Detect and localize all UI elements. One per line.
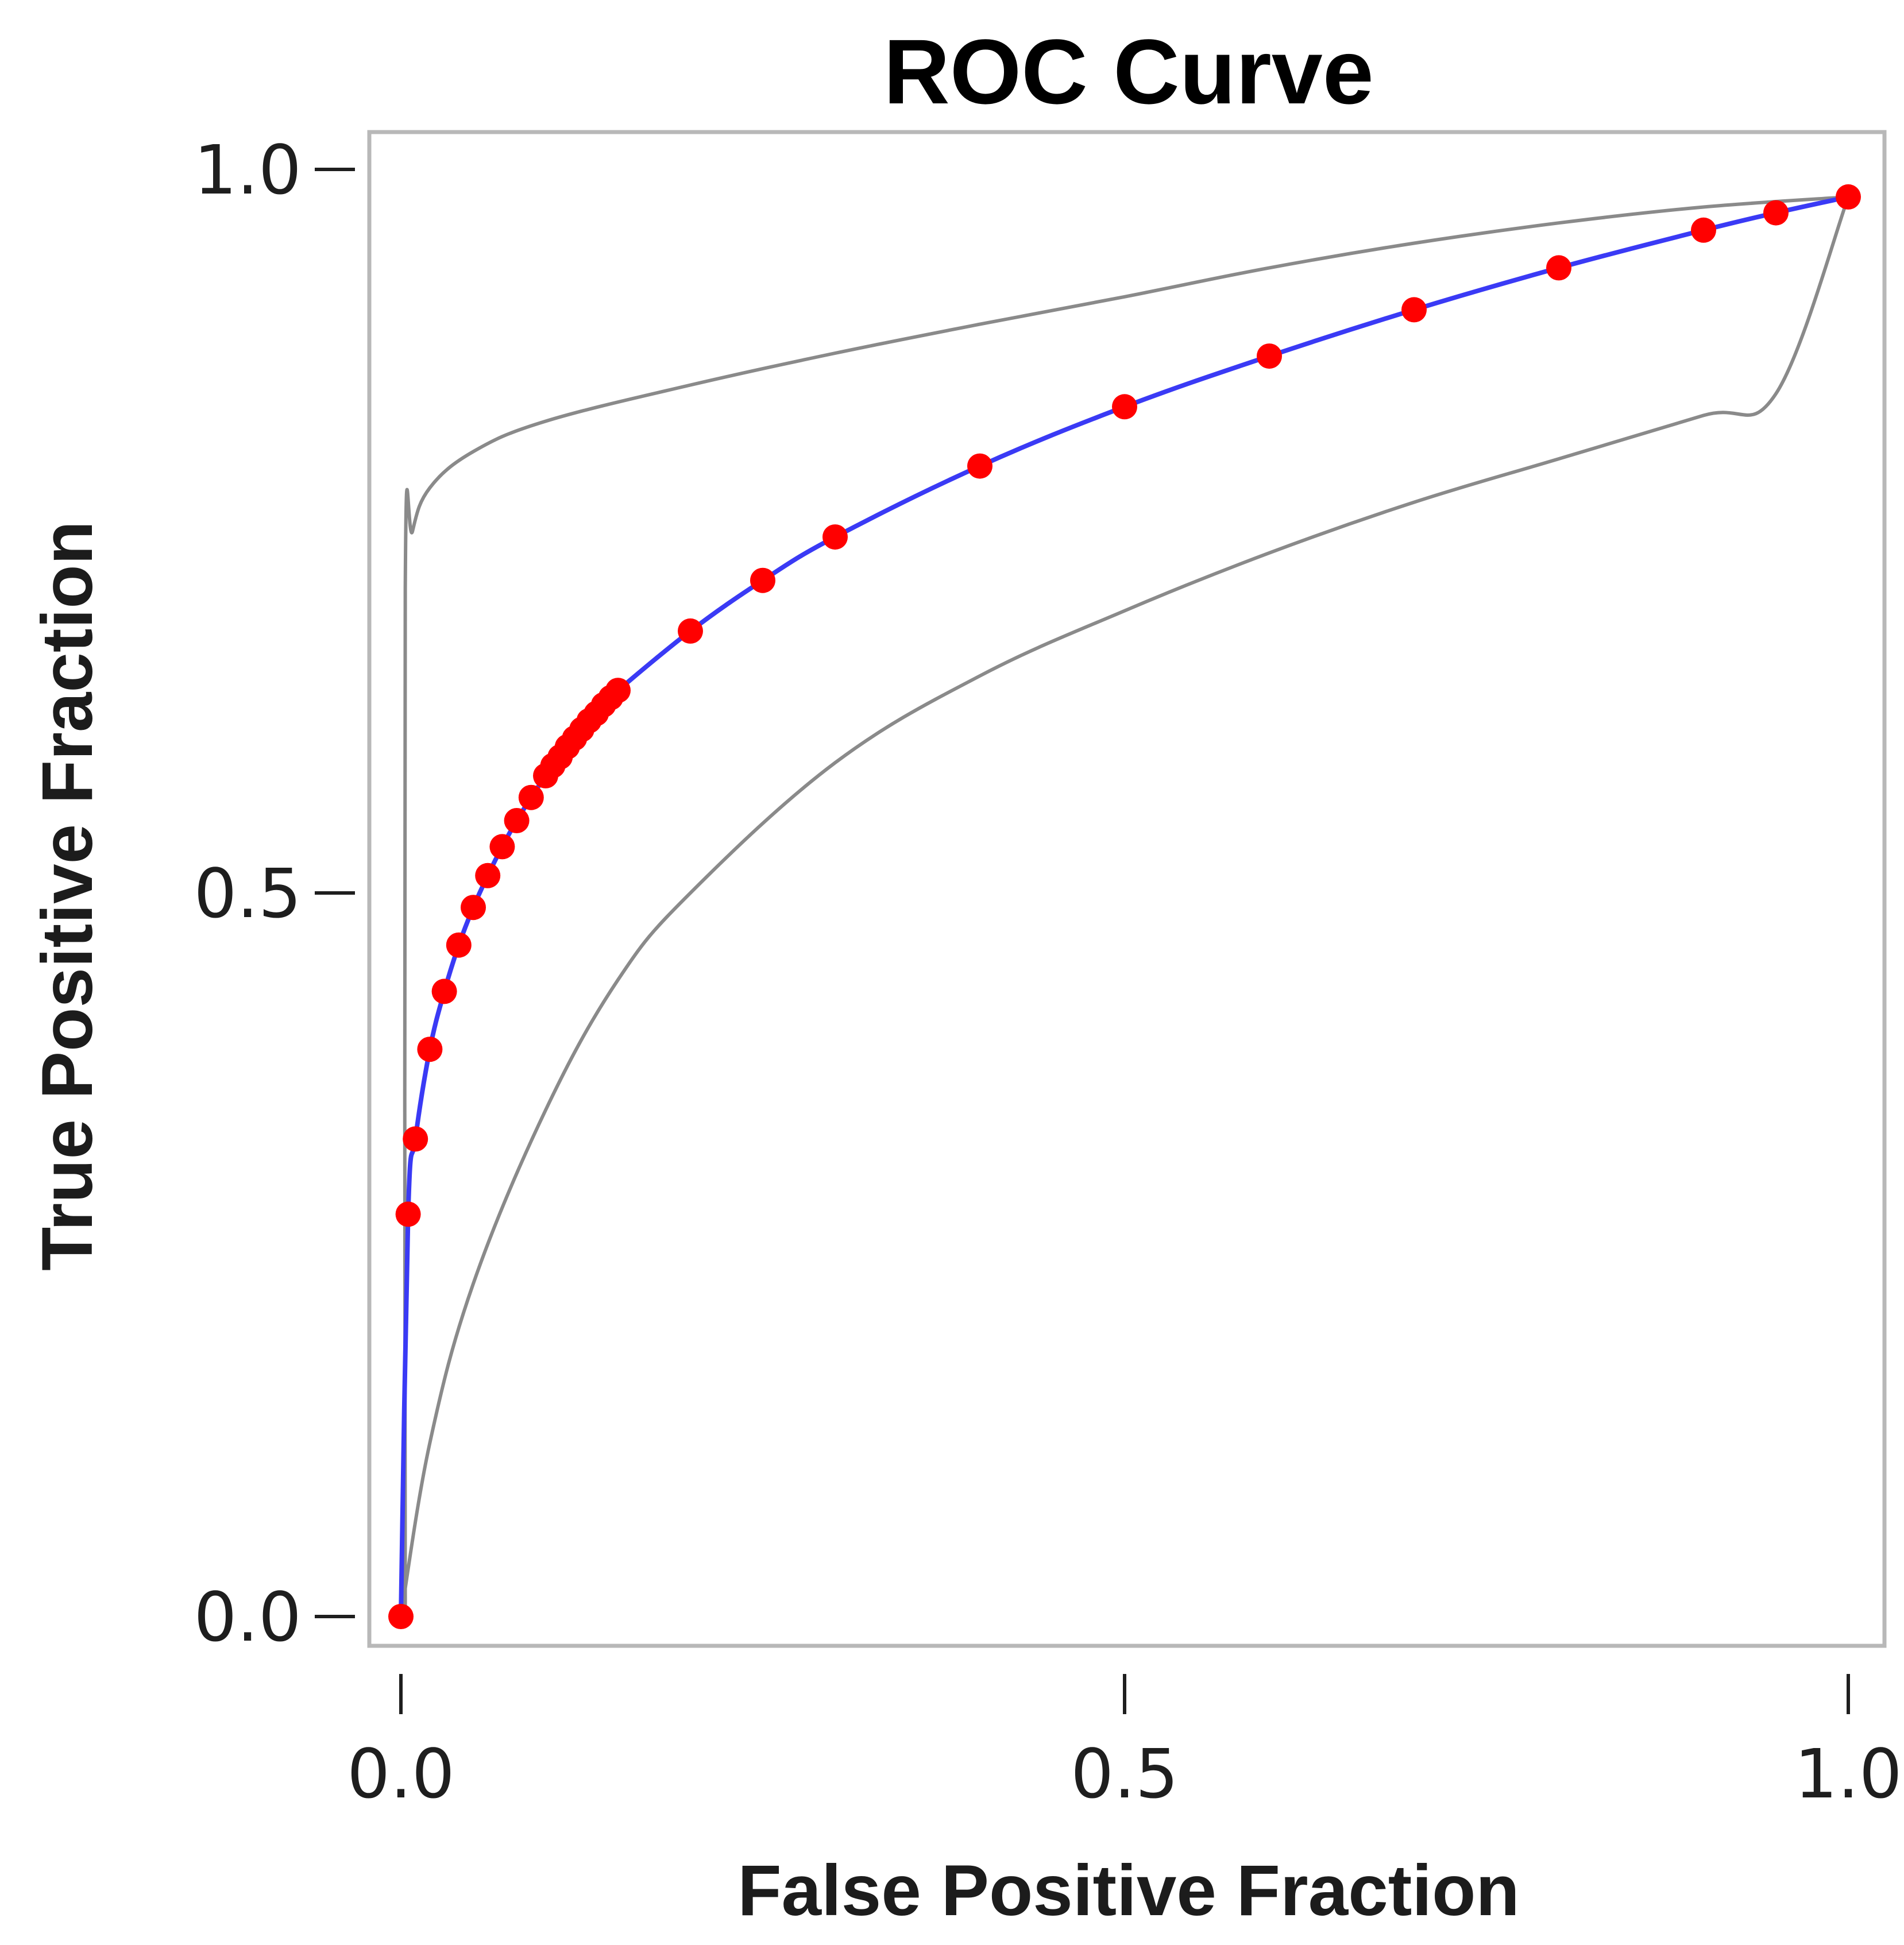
roc-points-layer [388,184,1861,1629]
roc-point-26 [1112,394,1137,420]
roc-point-5 [446,932,472,958]
roc-point-31 [1763,200,1789,226]
x-tick-label-0: 0.0 [347,1734,455,1813]
roc-point-3 [417,1037,443,1062]
chart-title: ROC Curve [883,20,1374,123]
y-axis: 0.0 0.5 1.0 [194,130,355,1657]
y-tick-label-0: 0.0 [194,1577,302,1657]
roc-point-22 [678,618,703,644]
roc-point-6 [461,895,486,921]
y-tick-label-2: 1.0 [194,130,302,210]
x-axis: 0.0 0.5 1.0 [347,1674,1902,1813]
roc-point-9 [504,808,530,833]
roc-point-28 [1401,297,1427,323]
roc-point-21 [605,678,631,703]
roc-point-4 [431,979,457,1004]
x-axis-label: False Positive Fraction [737,1851,1520,1931]
roc-point-24 [822,524,848,550]
roc-point-0 [388,1604,414,1629]
y-tick-label-1: 0.5 [194,854,302,933]
confidence-band-layer [399,195,1850,1618]
x-tick-label-1: 0.5 [1071,1734,1179,1813]
roc-point-29 [1546,255,1571,281]
roc-point-32 [1836,184,1861,210]
roc-point-30 [1691,217,1716,243]
x-tick-label-2: 1.0 [1794,1734,1902,1813]
roc-point-25 [967,453,992,479]
roc-point-7 [475,863,501,888]
plot-frame [367,130,1887,1648]
roc-point-27 [1257,343,1282,369]
roc-point-1 [395,1201,421,1227]
roc-point-23 [750,567,775,593]
roc-point-8 [489,834,515,860]
roc-point-2 [403,1126,428,1152]
lower-confidence-bound [399,195,1850,1618]
roc-point-10 [518,784,544,810]
y-axis-label: True Positive Fraction [28,521,107,1271]
upper-confidence-bound [403,195,1850,1618]
